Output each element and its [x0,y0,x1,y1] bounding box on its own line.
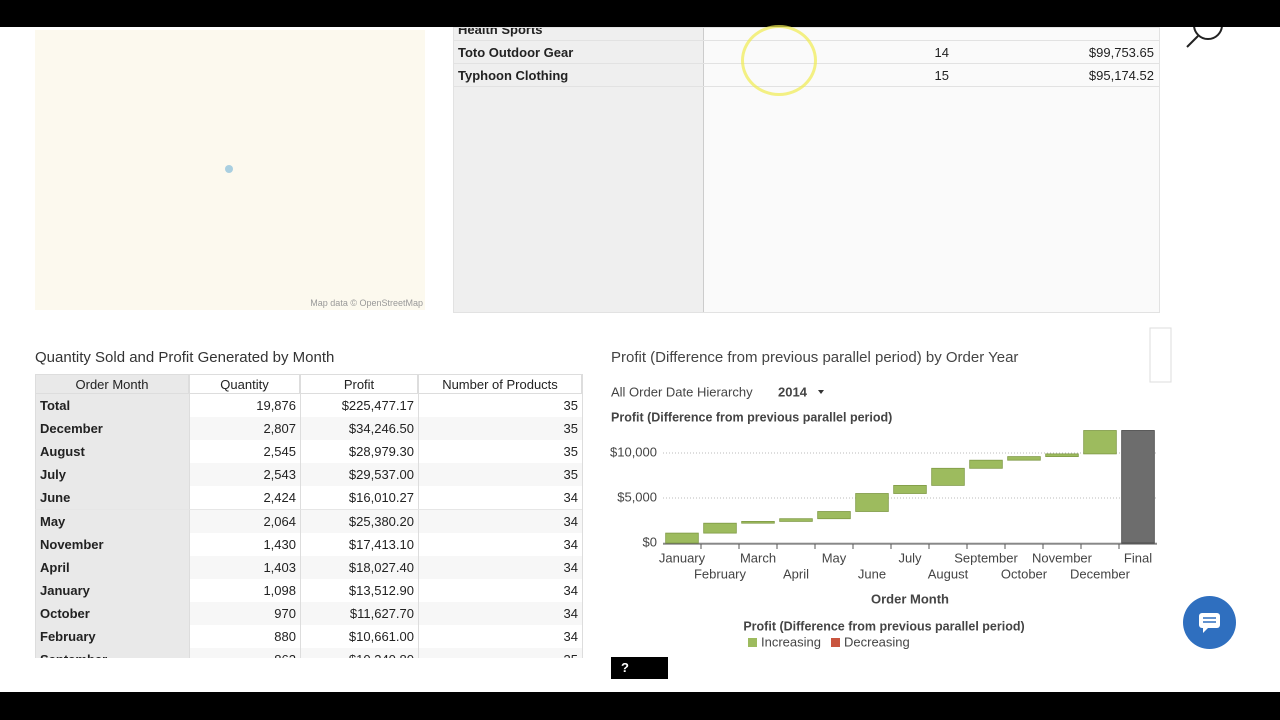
cell: 2,807 [189,417,300,442]
legend-label: Decreasing [844,634,910,649]
row-bg [454,64,1159,87]
bar [1083,430,1117,455]
cell: $10,340.80 [300,648,418,658]
column-header: Quantity [189,374,300,394]
row-label: December [35,417,189,442]
cell: $11,627.70 [300,601,418,626]
search-icon[interactable] [1180,27,1230,52]
cursor-highlight [741,25,817,96]
row-label: Toto Outdoor Gear [458,45,574,60]
x-tick-label: Final [1124,550,1152,565]
bottom-bar [0,692,1280,720]
top-bar [0,0,1280,27]
y-tick-label: $10,000 [610,444,657,459]
bar [1121,430,1155,544]
legend-label: Increasing [761,634,821,649]
bar [1045,453,1079,457]
bar [779,518,813,522]
x-tick-label: February [694,566,747,581]
legend-swatch [748,638,757,647]
bar [893,484,927,494]
map-attribution: Map data © OpenStreetMap [310,298,423,308]
bar [665,532,699,544]
y-tick-label: $5,000 [617,489,657,504]
x-tick-label: July [898,550,922,565]
dropdown-arrow [818,390,824,394]
cell: 34 [418,555,582,580]
breadcrumb[interactable]: All Order Date Hierarchy [611,384,753,399]
column-header: Profit [300,374,418,394]
bar [855,493,889,512]
cell: $13,512.90 [300,578,418,603]
x-tick-label: August [928,566,969,581]
cell: 15 [934,68,949,83]
cell: 34 [418,509,582,534]
cell: 880 [189,625,300,649]
cell: 14 [934,45,949,60]
bar [703,522,737,534]
cell: $99,753.65 [1088,45,1154,60]
cell: 2,543 [189,463,300,488]
y-tick-label: $0 [643,534,657,549]
table: Order Month Quantity Profit Number of Produ… [35,374,583,658]
bar [817,511,851,520]
cell: $16,010.27 [300,486,418,511]
x-tick-label: January [659,550,706,565]
chart-subtitle: Profit (Difference from previous paralle… [611,410,892,424]
row-label: Typhoon Clothing [458,68,569,83]
x-tick-label: September [954,550,1018,565]
cell: 35 [418,463,582,488]
x-tick-label: June [858,566,886,581]
row-label: January [35,578,189,603]
x-tick-label: April [783,566,809,581]
cell: $25,380.20 [300,509,418,534]
x-tick-label: December [1070,566,1131,581]
cell: $28,979.30 [300,440,418,465]
cell: 862 [189,648,300,658]
cell: 34 [418,532,582,557]
x-tick-label: October [1001,566,1048,581]
bar [969,459,1003,469]
row-label: Health Sports [458,27,543,37]
table-title: Quantity Sold and Profit Generated by Mo… [35,349,335,366]
chart-title: Profit (Difference from previous paralle… [611,349,1018,366]
row-label: April [35,555,189,580]
cell: 970 [189,601,300,626]
cell: 2,424 [189,486,300,511]
help-button[interactable]: ? [611,657,668,679]
chart-menu[interactable] [1149,327,1172,383]
chat-button[interactable] [1183,596,1236,649]
level-selector[interactable]: 2014 [778,384,808,399]
row-label: May [35,509,189,534]
row-label: September [35,648,189,658]
x-tick-label: March [740,550,776,565]
cell: $95,174.52 [1088,68,1154,83]
legend-swatch [831,638,840,647]
map-point [225,165,233,173]
chart: Profit (Difference from previous paralle… [610,327,1172,649]
column-header: Number of Products [418,374,582,394]
map[interactable]: Map data © OpenStreetMap [35,30,425,310]
x-tick-label: November [1032,550,1093,565]
cell: $225,477.17 [300,394,418,418]
bar [931,467,965,486]
cell: $10,661.00 [300,625,418,649]
cell: 2,064 [189,509,300,534]
cell: 35 [418,417,582,442]
column-header: Order Month [35,374,189,394]
x-axis-title: Order Month [871,591,949,606]
legend-title: Profit (Difference from previous paralle… [743,619,1024,633]
row-label: February [35,625,189,649]
cell: 34 [418,578,582,603]
bar [1007,456,1041,461]
cell: 35 [418,648,582,658]
bar [741,521,775,524]
x-tick-label: May [822,550,847,565]
row-label: October [35,601,189,626]
cell: 34 [418,486,582,511]
